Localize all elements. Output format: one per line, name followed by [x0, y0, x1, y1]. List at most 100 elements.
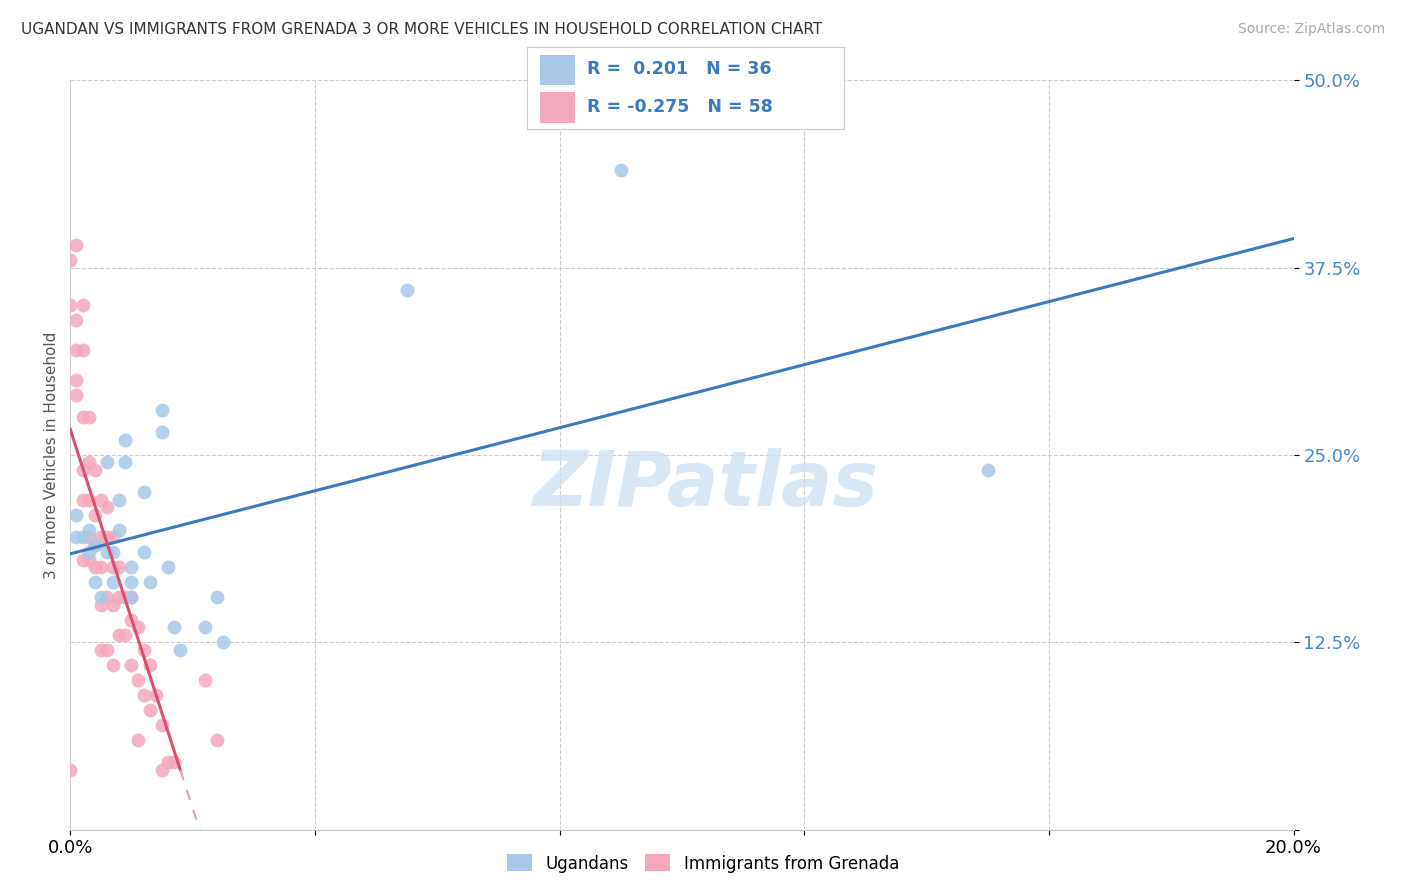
Point — [83, 538, 105, 552]
Point — [101, 545, 124, 559]
FancyBboxPatch shape — [540, 54, 575, 85]
Point — [65, 388, 87, 402]
Legend: Ugandans, Immigrants from Grenada: Ugandans, Immigrants from Grenada — [501, 847, 905, 880]
Point — [108, 523, 131, 537]
Point — [145, 688, 167, 702]
Point — [205, 732, 228, 747]
Point — [65, 373, 87, 387]
Point — [96, 500, 118, 515]
Point — [72, 492, 94, 507]
Point — [150, 763, 173, 777]
Point — [77, 545, 100, 559]
Point — [121, 575, 143, 590]
Point — [96, 455, 118, 469]
Point — [77, 410, 100, 425]
Point — [90, 492, 112, 507]
Point — [127, 673, 149, 687]
Point — [132, 485, 155, 500]
Point — [101, 560, 124, 574]
Point — [108, 560, 131, 574]
Point — [132, 545, 155, 559]
Point — [77, 455, 100, 469]
Point — [121, 657, 143, 672]
Point — [114, 433, 136, 447]
Point — [108, 591, 131, 605]
Point — [132, 642, 155, 657]
Point — [114, 591, 136, 605]
Point — [121, 591, 143, 605]
Point — [59, 298, 82, 312]
Point — [83, 560, 105, 574]
Point — [59, 253, 82, 268]
Point — [139, 575, 162, 590]
FancyBboxPatch shape — [540, 93, 575, 123]
Point — [65, 238, 87, 252]
Point — [194, 673, 217, 687]
Point — [976, 463, 998, 477]
Point — [169, 642, 191, 657]
Point — [101, 598, 124, 612]
Point — [65, 343, 87, 357]
Point — [395, 283, 418, 297]
Point — [65, 313, 87, 327]
Point — [132, 688, 155, 702]
Point — [96, 642, 118, 657]
Point — [90, 591, 112, 605]
Point — [72, 298, 94, 312]
Point — [194, 620, 217, 634]
Point — [121, 591, 143, 605]
Point — [108, 492, 131, 507]
Y-axis label: 3 or more Vehicles in Household: 3 or more Vehicles in Household — [44, 331, 59, 579]
Point — [72, 343, 94, 357]
Text: Source: ZipAtlas.com: Source: ZipAtlas.com — [1237, 22, 1385, 37]
Point — [77, 530, 100, 544]
Point — [139, 657, 162, 672]
Point — [90, 530, 112, 544]
Point — [72, 463, 94, 477]
Point — [59, 763, 82, 777]
Point — [127, 732, 149, 747]
Point — [127, 620, 149, 634]
Point — [72, 530, 94, 544]
Point — [108, 628, 131, 642]
Point — [96, 545, 118, 559]
Point — [114, 455, 136, 469]
Point — [139, 703, 162, 717]
Point — [83, 575, 105, 590]
Text: R =  0.201   N = 36: R = 0.201 N = 36 — [588, 61, 772, 78]
Point — [101, 657, 124, 672]
Point — [114, 628, 136, 642]
Point — [101, 575, 124, 590]
Point — [96, 530, 118, 544]
Point — [96, 591, 118, 605]
Point — [163, 620, 186, 634]
Text: UGANDAN VS IMMIGRANTS FROM GRENADA 3 OR MORE VEHICLES IN HOUSEHOLD CORRELATION C: UGANDAN VS IMMIGRANTS FROM GRENADA 3 OR … — [21, 22, 823, 37]
Point — [150, 717, 173, 731]
Point — [121, 560, 143, 574]
Point — [83, 463, 105, 477]
Point — [83, 508, 105, 522]
Text: R = -0.275   N = 58: R = -0.275 N = 58 — [588, 98, 773, 116]
Point — [150, 403, 173, 417]
Point — [212, 635, 235, 649]
Point — [101, 530, 124, 544]
Text: ZIPatlas: ZIPatlas — [533, 448, 879, 522]
Point — [83, 538, 105, 552]
Point — [77, 553, 100, 567]
Point — [77, 523, 100, 537]
Point — [65, 530, 87, 544]
Point — [157, 560, 180, 574]
Point — [610, 163, 633, 178]
Point — [72, 410, 94, 425]
Point — [77, 492, 100, 507]
Point — [157, 755, 180, 769]
Point — [90, 642, 112, 657]
Point — [90, 560, 112, 574]
Point — [150, 425, 173, 440]
Point — [65, 508, 87, 522]
Point — [90, 598, 112, 612]
Point — [205, 591, 228, 605]
Point — [72, 553, 94, 567]
Point — [163, 755, 186, 769]
Point — [121, 613, 143, 627]
